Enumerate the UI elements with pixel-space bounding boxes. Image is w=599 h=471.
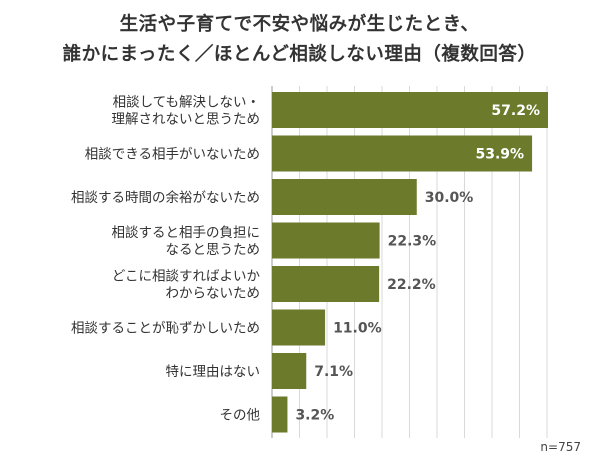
data-label: 7.1% bbox=[314, 364, 353, 380]
data-label: 11.0% bbox=[333, 321, 382, 337]
bar bbox=[272, 179, 417, 215]
data-label: 22.3% bbox=[388, 234, 437, 250]
data-label: 22.2% bbox=[387, 277, 436, 293]
category-label: わからないため bbox=[166, 286, 261, 302]
data-label: 30.0% bbox=[425, 190, 474, 206]
category-label: 相談することが恥ずかしいため bbox=[71, 321, 260, 337]
category-label: なると思うため bbox=[166, 242, 261, 258]
category-label: 相談しても解決しない・ bbox=[113, 95, 260, 111]
category-label: 理解されないと思うため bbox=[112, 112, 261, 128]
bar bbox=[272, 309, 326, 346]
category-label: 特に理由はない bbox=[166, 364, 261, 380]
bar bbox=[272, 222, 380, 259]
bar bbox=[272, 353, 307, 389]
data-label: 53.9% bbox=[475, 147, 524, 163]
category-label: どこに相談すればよいか bbox=[112, 269, 261, 285]
category-label: 相談すると相手の負担に bbox=[112, 225, 261, 241]
bar bbox=[272, 135, 533, 172]
bar bbox=[272, 266, 380, 302]
sample-size-note: n=757 bbox=[540, 440, 581, 454]
chart-title-line-2: 誰かにまったく／ほとんど相談しない理由（複数回答） bbox=[62, 44, 537, 65]
category-label: 相談できる相手がいないため bbox=[85, 147, 260, 163]
data-label: 57.2% bbox=[491, 103, 540, 119]
data-label: 3.2% bbox=[295, 408, 334, 424]
category-label: 相談する時間の余裕がないため bbox=[71, 189, 260, 206]
category-label: その他 bbox=[220, 408, 261, 424]
bar bbox=[272, 396, 288, 433]
chart-title-line-1: 生活や子育てで不安や悩みが生じたとき、 bbox=[119, 14, 480, 35]
bar bbox=[272, 92, 548, 128]
